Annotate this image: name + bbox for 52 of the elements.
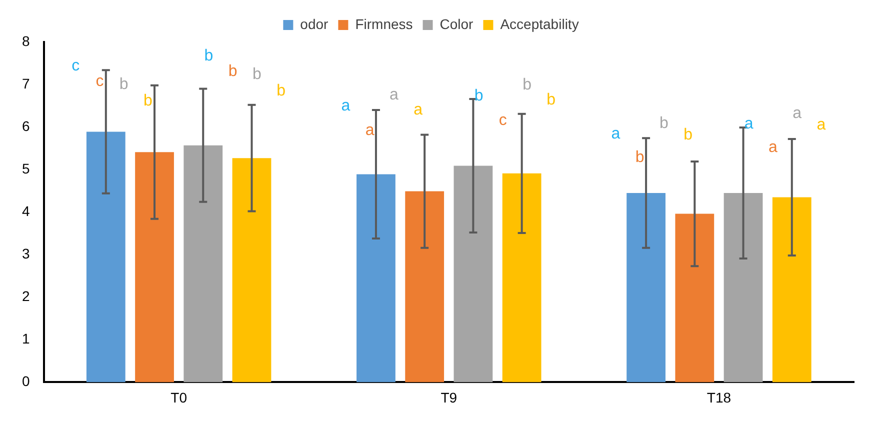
bar: [675, 214, 714, 382]
y-tick-label: 1: [22, 330, 30, 347]
annotation: a: [744, 116, 754, 133]
annotation: b: [228, 62, 238, 80]
annotation: b: [204, 47, 214, 64]
annotation: a: [389, 86, 398, 104]
annotation: b: [276, 82, 286, 100]
x-tick-label: T9: [440, 389, 458, 406]
bar: [232, 158, 272, 382]
bar: [772, 197, 812, 382]
bar: [502, 173, 542, 382]
y-tick-label: 5: [22, 160, 30, 176]
y-tick-label: 2: [22, 288, 30, 304]
legend-label: Firmness: [355, 16, 413, 32]
y-tick-label: 8: [22, 32, 30, 49]
bar: [724, 192, 763, 382]
annotation: b: [522, 76, 532, 94]
annotation: a: [792, 104, 802, 122]
annotation: a: [816, 116, 826, 134]
bar: [356, 174, 396, 382]
annotation: c: [72, 57, 80, 74]
x-tick-label: T0: [170, 389, 188, 406]
annotation: c: [498, 112, 507, 130]
bar: [405, 191, 444, 382]
annotation: b: [684, 126, 693, 144]
annotation: a: [365, 122, 374, 140]
y-tick-label: 7: [22, 75, 30, 92]
annotation: b: [144, 92, 153, 110]
legend-label: Color: [440, 16, 474, 32]
legend-label: Acceptability: [500, 16, 579, 32]
bar: [184, 145, 223, 382]
annotation: b: [546, 91, 556, 108]
annotation: a: [768, 138, 778, 156]
annotation: a: [341, 97, 350, 114]
annotation: a: [611, 126, 620, 143]
annotation: b: [252, 66, 262, 84]
bar: [135, 152, 174, 382]
bar: [454, 166, 493, 382]
annotation: a: [414, 101, 423, 118]
legend-label: odor: [300, 16, 329, 32]
bar: [626, 192, 666, 382]
annotation: b: [474, 87, 484, 104]
annotation: c: [96, 72, 104, 90]
x-tick-label: T18: [706, 389, 732, 406]
y-tick-label: 0: [22, 373, 30, 390]
annotation: b: [660, 114, 669, 132]
bar: [86, 132, 126, 382]
annotation: b: [119, 76, 128, 94]
y-tick-label: 4: [22, 202, 30, 219]
y-tick-label: 6: [22, 118, 30, 134]
annotation: b: [635, 148, 644, 166]
y-tick-label: 3: [22, 245, 30, 262]
